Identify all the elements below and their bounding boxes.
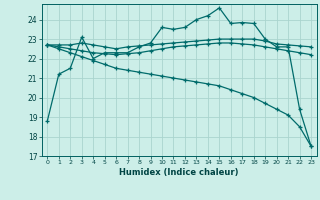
X-axis label: Humidex (Indice chaleur): Humidex (Indice chaleur) (119, 168, 239, 177)
